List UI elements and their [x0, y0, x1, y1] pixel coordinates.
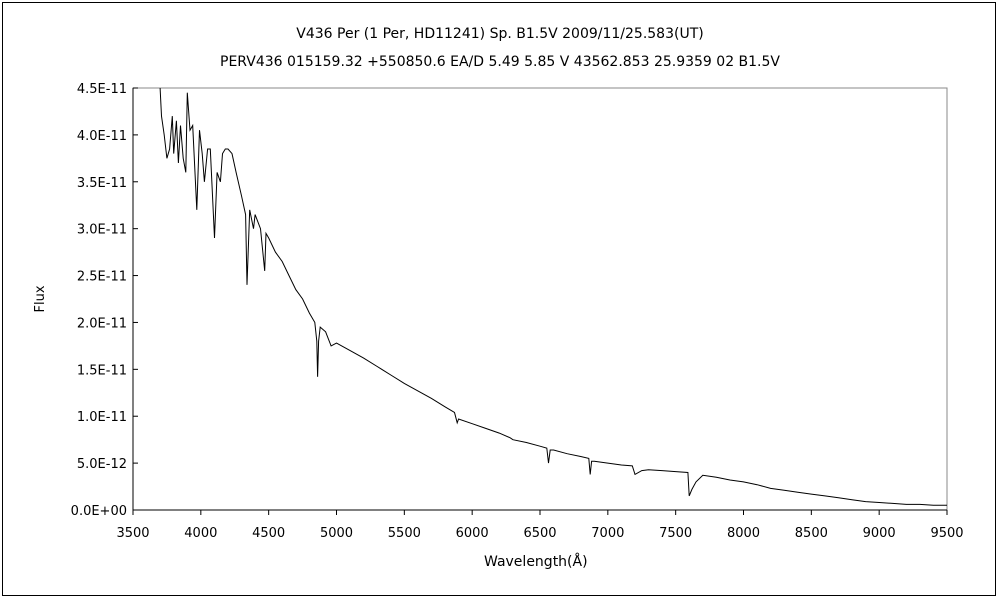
- x-tick-label: 5500: [388, 526, 421, 541]
- y-axis-label: Flux: [33, 285, 48, 312]
- x-tick-label: 6500: [523, 526, 556, 541]
- x-tick-label: 8000: [727, 526, 760, 541]
- x-tick-label: 7000: [591, 526, 624, 541]
- x-tick-label: 9500: [930, 526, 963, 541]
- x-tick-label: 6000: [456, 526, 489, 541]
- y-tick-label: 4.0E-11: [77, 129, 127, 144]
- x-axis-label: Wavelength(Å): [484, 553, 588, 570]
- y-tick-label: 2.5E-11: [77, 270, 127, 285]
- x-tick-label: 8500: [795, 526, 828, 541]
- x-tick-label: 7500: [659, 526, 692, 541]
- y-tick-label: 1.0E-11: [77, 410, 127, 425]
- chart-subtitle: PERV436 015159.32 +550850.6 EA/D 5.49 5.…: [220, 54, 780, 70]
- x-tick-label: 9000: [863, 526, 896, 541]
- chart-title: V436 Per (1 Per, HD11241) Sp. B1.5V 2009…: [296, 26, 704, 42]
- x-tick-label: 5000: [320, 526, 353, 541]
- y-tick-label: 4.5E-11: [77, 82, 127, 97]
- y-tick-label: 0.0E+00: [71, 504, 127, 519]
- y-tick-label: 5.0E-12: [77, 457, 127, 472]
- y-tick-label: 2.0E-11: [77, 316, 127, 331]
- x-tick-label: 4500: [252, 526, 285, 541]
- spectrum-line: [159, 87, 947, 506]
- x-tick-label: 4000: [184, 526, 217, 541]
- y-tick-label: 1.5E-11: [77, 363, 127, 378]
- x-tick-label: 3500: [116, 526, 149, 541]
- y-tick-label: 3.5E-11: [77, 176, 127, 191]
- y-tick-label: 3.0E-11: [77, 223, 127, 238]
